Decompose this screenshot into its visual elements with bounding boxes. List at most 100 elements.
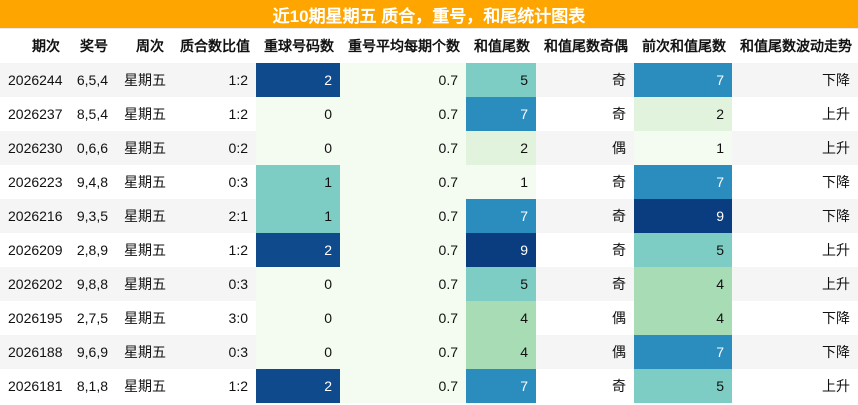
- prime-ratio-cell: 0:3: [228, 276, 248, 292]
- weekday-cell: 星期五: [124, 276, 166, 292]
- col-header-period: 期次: [0, 29, 68, 63]
- prev-sum-tail-cell: 5: [634, 233, 732, 267]
- repeat-count-cell: 1: [256, 199, 340, 233]
- sum-tail-cell: 1: [466, 165, 536, 199]
- repeat-avg-cell: 0.7: [340, 97, 466, 131]
- weekday-cell: 星期五: [124, 174, 166, 190]
- repeat-count-cell: 2: [256, 233, 340, 267]
- trend-cell: 上升: [822, 276, 850, 292]
- period-cell: 2026181: [8, 378, 63, 394]
- numbers-cell: 0,6,6: [76, 140, 108, 156]
- sum-tail-cell: 4: [466, 301, 536, 335]
- table-row: 2026181 8,1,8 星期五 1:2 2 0.7 7 奇 5 上升: [0, 369, 858, 403]
- prime-ratio-cell: 0:2: [228, 140, 248, 156]
- numbers-cell: 9,4,8: [76, 174, 108, 190]
- repeat-count-cell: 2: [256, 63, 340, 97]
- sum-tail-cell: 5: [466, 63, 536, 97]
- period-cell: 2026223: [8, 174, 63, 190]
- trend-cell: 上升: [822, 242, 850, 258]
- sum-tail-cell: 2: [466, 131, 536, 165]
- sum-tail-parity-cell: 偶: [612, 310, 626, 326]
- prime-ratio-cell: 3:0: [228, 310, 248, 326]
- period-cell: 2026188: [8, 344, 63, 360]
- weekday-cell: 星期五: [124, 344, 166, 360]
- header-row: 期次 奖号 周次 质合数比值 重球号码数 重号平均每期个数 和值尾数 和值尾数奇…: [0, 29, 858, 63]
- prime-ratio-cell: 1:2: [228, 72, 248, 88]
- weekday-cell: 星期五: [124, 378, 166, 394]
- period-cell: 2026230: [8, 140, 63, 156]
- chart-title: 近10期星期五 质合，重号，和尾统计图表: [0, 0, 858, 29]
- sum-tail-parity-cell: 奇: [612, 378, 626, 394]
- trend-cell: 下降: [822, 72, 850, 88]
- col-header-repeat-avg: 重号平均每期个数: [340, 29, 466, 63]
- prime-ratio-cell: 1:2: [228, 378, 248, 394]
- repeat-avg-cell: 0.7: [340, 63, 466, 97]
- numbers-cell: 2,8,9: [76, 242, 108, 258]
- weekday-cell: 星期五: [124, 140, 166, 156]
- sum-tail-cell: 5: [466, 267, 536, 301]
- repeat-avg-cell: 0.7: [340, 267, 466, 301]
- col-header-prime-ratio: 质合数比值: [172, 29, 256, 63]
- prime-ratio-cell: 0:3: [228, 344, 248, 360]
- numbers-cell: 2,7,5: [76, 310, 108, 326]
- prev-sum-tail-cell: 4: [634, 301, 732, 335]
- prev-sum-tail-cell: 9: [634, 199, 732, 233]
- prev-sum-tail-cell: 7: [634, 335, 732, 369]
- col-header-repeat-count: 重球号码数: [256, 29, 340, 63]
- repeat-count-cell: 2: [256, 369, 340, 403]
- prev-sum-tail-cell: 4: [634, 267, 732, 301]
- sum-tail-parity-cell: 奇: [612, 276, 626, 292]
- table-body: 2026244 6,5,4 星期五 1:2 2 0.7 5 奇 7 下降 2026237 8,5,4 星…: [0, 63, 858, 403]
- sum-tail-parity-cell: 偶: [612, 140, 626, 156]
- col-header-sum-tail: 和值尾数: [466, 29, 536, 63]
- table-row: 2026202 9,8,8 星期五 0:3 0 0.7 5 奇 4 上升: [0, 267, 858, 301]
- period-cell: 2026216: [8, 208, 63, 224]
- period-cell: 2026195: [8, 310, 63, 326]
- trend-cell: 上升: [822, 140, 850, 156]
- trend-cell: 上升: [822, 378, 850, 394]
- sum-tail-parity-cell: 奇: [612, 208, 626, 224]
- table-row: 2026223 9,4,8 星期五 0:3 1 0.7 1 奇 7 下降: [0, 165, 858, 199]
- col-header-weekday: 周次: [116, 29, 172, 63]
- trend-cell: 下降: [822, 344, 850, 360]
- table-row: 2026216 9,3,5 星期五 2:1 1 0.7 7 奇 9 下降: [0, 199, 858, 233]
- repeat-avg-cell: 0.7: [340, 131, 466, 165]
- period-cell: 2026209: [8, 242, 63, 258]
- prime-ratio-cell: 1:2: [228, 242, 248, 258]
- sum-tail-parity-cell: 奇: [612, 242, 626, 258]
- repeat-count-cell: 0: [256, 131, 340, 165]
- sum-tail-cell: 7: [466, 199, 536, 233]
- prev-sum-tail-cell: 2: [634, 97, 732, 131]
- stats-table: 期次 奖号 周次 质合数比值 重球号码数 重号平均每期个数 和值尾数 和值尾数奇…: [0, 29, 858, 403]
- sum-tail-cell: 7: [466, 369, 536, 403]
- repeat-avg-cell: 0.7: [340, 233, 466, 267]
- sum-tail-parity-cell: 奇: [612, 106, 626, 122]
- period-cell: 2026237: [8, 106, 63, 122]
- table-row: 2026188 9,6,9 星期五 0:3 0 0.7 4 偶 7 下降: [0, 335, 858, 369]
- period-cell: 2026202: [8, 276, 63, 292]
- col-header-sum-tail-parity: 和值尾数奇偶: [536, 29, 634, 63]
- weekday-cell: 星期五: [124, 242, 166, 258]
- table-row: 2026237 8,5,4 星期五 1:2 0 0.7 7 奇 2 上升: [0, 97, 858, 131]
- weekday-cell: 星期五: [124, 106, 166, 122]
- sum-tail-cell: 4: [466, 335, 536, 369]
- table-row: 2026244 6,5,4 星期五 1:2 2 0.7 5 奇 7 下降: [0, 63, 858, 97]
- trend-cell: 下降: [822, 174, 850, 190]
- col-header-trend: 和值尾数波动走势: [732, 29, 858, 63]
- prime-ratio-cell: 0:3: [228, 174, 248, 190]
- trend-cell: 下降: [822, 310, 850, 326]
- col-header-prev-sum-tail: 前次和值尾数: [634, 29, 732, 63]
- trend-cell: 下降: [822, 208, 850, 224]
- prev-sum-tail-cell: 1: [634, 131, 732, 165]
- weekday-cell: 星期五: [124, 310, 166, 326]
- prime-ratio-cell: 1:2: [228, 106, 248, 122]
- numbers-cell: 9,8,8: [76, 276, 108, 292]
- sum-tail-cell: 9: [466, 233, 536, 267]
- repeat-count-cell: 0: [256, 301, 340, 335]
- sum-tail-parity-cell: 奇: [612, 72, 626, 88]
- numbers-cell: 9,3,5: [76, 208, 108, 224]
- numbers-cell: 8,5,4: [76, 106, 108, 122]
- repeat-avg-cell: 0.7: [340, 369, 466, 403]
- repeat-count-cell: 0: [256, 97, 340, 131]
- table-row: 2026195 2,7,5 星期五 3:0 0 0.7 4 偶 4 下降: [0, 301, 858, 335]
